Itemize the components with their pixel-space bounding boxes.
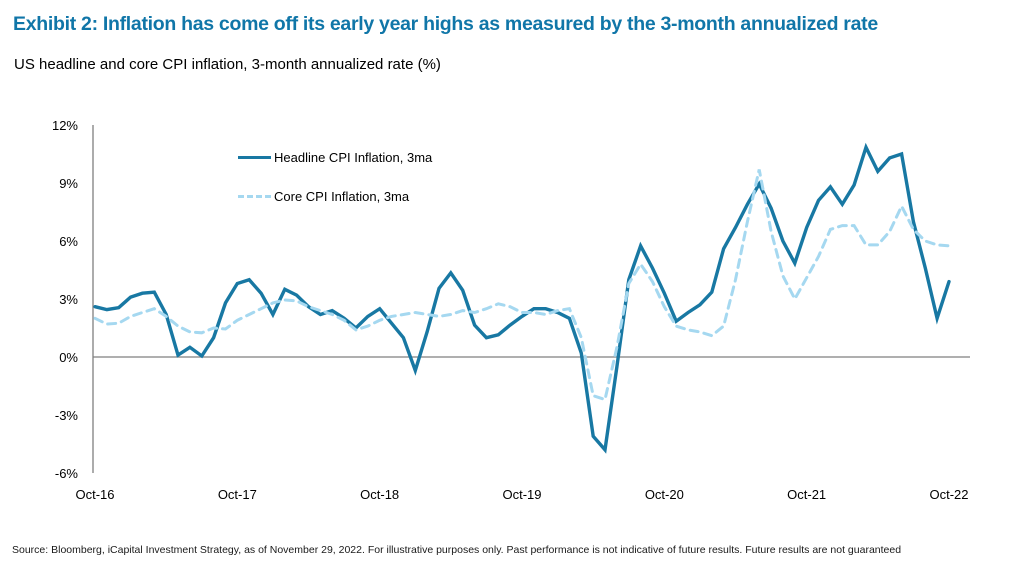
- y-tick-0%: 0%: [59, 350, 78, 365]
- legend-label-core: Core CPI Inflation, 3ma: [274, 188, 410, 204]
- x-tick-Oct-21: Oct-21: [787, 487, 827, 502]
- page-title: Exhibit 2: Inflation has come off its ea…: [13, 13, 878, 35]
- y-tick-9%: 9%: [59, 176, 78, 192]
- x-tick-Oct-17: Oct-17: [217, 487, 257, 502]
- x-tick-Oct-22: Oct-22: [929, 487, 969, 502]
- y-tick-12%: 12%: [51, 118, 78, 134]
- x-tick-Oct-19: Oct-19: [502, 487, 542, 502]
- headline-cpi-line: [93, 142, 951, 454]
- y-tick-6%: 6%: [59, 234, 78, 250]
- y-tick-3%: 3%: [59, 292, 78, 307]
- x-tick-Oct-18: Oct-18: [360, 487, 400, 502]
- core-cpi-line: [93, 169, 951, 402]
- y-tick--6%: -6%: [54, 465, 78, 481]
- headline-line-swatch: [238, 155, 271, 159]
- legend-label-headline: Headline CPI Inflation, 3ma: [274, 149, 433, 165]
- legend-item-core: Core CPI Inflation, 3ma: [238, 188, 410, 204]
- core-line-swatch: [238, 194, 271, 198]
- legend-item-headline: Headline CPI Inflation, 3ma: [238, 149, 433, 165]
- y-tick--3%: -3%: [54, 407, 78, 423]
- x-tick-Oct-16: Oct-16: [75, 487, 115, 502]
- source-footnote: Source: Bloomberg, iCapital Investment S…: [12, 544, 902, 556]
- x-tick-Oct-20: Oct-20: [644, 487, 684, 502]
- chart-subtitle: US headline and core CPI inflation, 3-mo…: [14, 56, 441, 73]
